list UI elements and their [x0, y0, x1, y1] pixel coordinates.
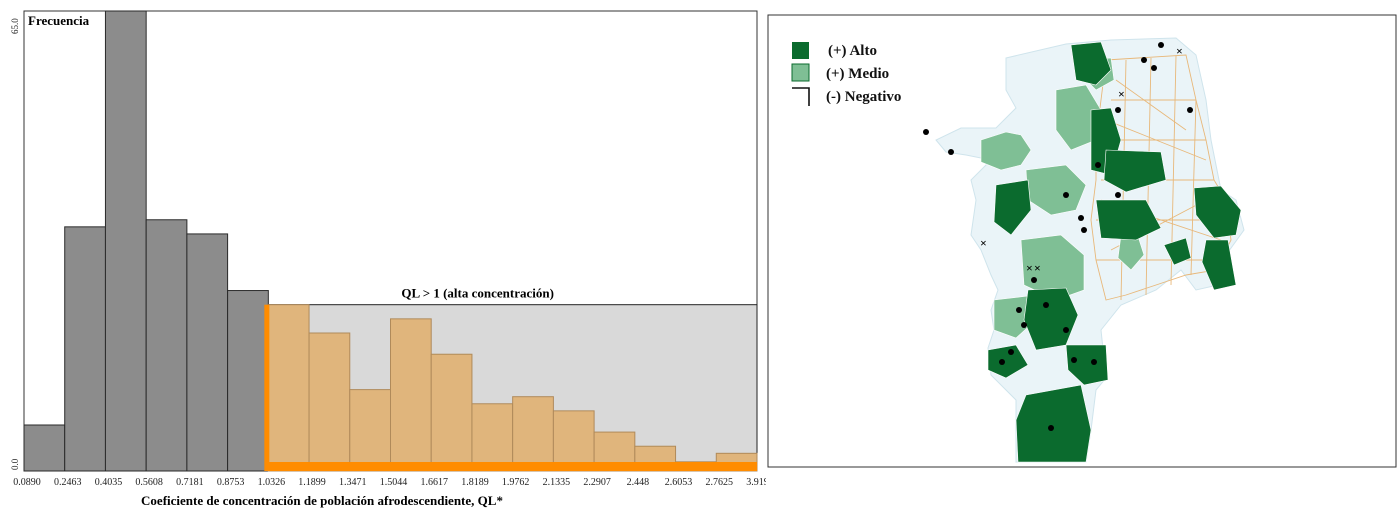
- x-tick-label: 2.6053: [665, 477, 693, 488]
- boundary-path: [1100, 79, 1222, 251]
- x-tick-label: 2.448: [627, 477, 650, 488]
- x-tick-label: 2.2907: [583, 477, 611, 488]
- histogram-bar: [267, 304, 310, 472]
- x-tick-label: 1.5044: [380, 477, 408, 488]
- x-tick-label: 3.9198: [746, 477, 766, 488]
- highlight-baseline: [268, 462, 757, 471]
- x-marker: ×: [1118, 87, 1125, 101]
- bars-group: [23, 10, 758, 472]
- point-marker: [1063, 327, 1069, 333]
- histogram-bar: [430, 353, 473, 472]
- histogram-bar: [186, 233, 229, 472]
- y-axis-title: Frecuencia: [28, 13, 90, 28]
- x-marker: ×: [1034, 261, 1041, 275]
- point-marker: [999, 359, 1005, 365]
- legend-label-medio: (+) Medio: [826, 66, 889, 82]
- histogram-chart: 0.0890 0.2463 0.4035 0.5608 0.7181 0.8753 1.03…: [10, 10, 774, 508]
- x-tick-label: 0.4035: [95, 477, 123, 488]
- histogram-bar: [471, 403, 514, 472]
- point-marker: [1091, 359, 1097, 365]
- point-marker: [1187, 107, 1193, 113]
- area-alto: [1193, 185, 1242, 239]
- point-marker: [1115, 192, 1121, 198]
- area-alto: [993, 179, 1032, 236]
- histogram-bar: [349, 389, 391, 472]
- histogram-panel: 0.0890 0.2463 0.4035 0.5608 0.7181 0.8753 1.03…: [10, 10, 774, 508]
- point-marker: [1031, 277, 1037, 283]
- choropleth-map: (+) Alto (+) Medio (-) Negativo: [767, 14, 1397, 468]
- point-marker: [1115, 107, 1121, 113]
- point-marker: [1078, 215, 1084, 221]
- legend-swatch-alto: [792, 42, 809, 59]
- x-tick-label: 1.6617: [420, 477, 448, 488]
- x-tick-label: 0.0890: [13, 477, 41, 488]
- x-tick-label: 2.7625: [706, 477, 734, 488]
- map-panel: (+) Alto (+) Medio (-) Negativo: [766, 0, 1400, 512]
- point-marker: [1081, 227, 1087, 233]
- point-marker: [1063, 192, 1069, 198]
- point-marker: [923, 129, 929, 135]
- point-marker: [1071, 357, 1077, 363]
- histogram-bar: [104, 10, 147, 472]
- histogram-bar: [512, 396, 554, 472]
- area-alto: [1163, 237, 1192, 266]
- x-tick-label: 1.0326: [258, 477, 286, 488]
- histogram-bar: [308, 332, 351, 472]
- x-tick-label: 1.3471: [339, 477, 367, 488]
- x-tick-labels: 0.0890 0.2463 0.4035 0.5608 0.7181 0.8753 1.03…: [13, 477, 774, 488]
- legend-swatch-negativo: [792, 87, 810, 106]
- x-tick-label: 1.1899: [298, 477, 326, 488]
- histogram-bar: [227, 290, 269, 472]
- area-alto: [987, 344, 1029, 379]
- y-tick-top: 65.0: [10, 18, 20, 34]
- x-tick-label: 0.5608: [135, 477, 163, 488]
- legend-label-alto: (+) Alto: [828, 43, 877, 59]
- point-marker: [1095, 162, 1101, 168]
- legend-swatch-medio: [791, 63, 810, 82]
- area-alto: [1095, 199, 1162, 241]
- point-marker: [948, 149, 954, 155]
- map-legend: (+) Alto (+) Medio (-) Negativo: [791, 42, 901, 106]
- point-marker: [1158, 42, 1164, 48]
- x-marker: ×: [1026, 261, 1033, 275]
- x-marker: ×: [1176, 44, 1183, 58]
- area-alto: [1065, 344, 1109, 386]
- point-marker: [1151, 65, 1157, 71]
- point-marker: [1016, 307, 1022, 313]
- area-alto: [1015, 384, 1092, 463]
- x-tick-label: 0.7181: [176, 477, 204, 488]
- point-marker: [1043, 302, 1049, 308]
- x-tick-label: 1.9762: [502, 477, 530, 488]
- histogram-bar: [145, 219, 188, 472]
- x-axis-title: Coeficiente de concentración de població…: [141, 493, 503, 508]
- histogram-bar: [552, 410, 595, 472]
- histogram-bar: [23, 424, 66, 472]
- histogram-bar: [64, 226, 106, 472]
- histogram-bar: [390, 318, 432, 472]
- point-marker: [1008, 349, 1014, 355]
- highlight-label: QL > 1 (alta concentración): [401, 286, 554, 301]
- highlight-edge: [264, 304, 270, 471]
- alto-areas: [987, 41, 1242, 463]
- point-markers: × × × × ×: [923, 42, 1193, 431]
- area-alto: [1103, 149, 1167, 193]
- point-marker: [1141, 57, 1147, 63]
- legend-label-negativo: (-) Negativo: [826, 89, 901, 105]
- area-medio: [980, 131, 1032, 171]
- x-tick-label: 0.2463: [54, 477, 82, 488]
- point-marker: [1021, 322, 1027, 328]
- x-tick-label: 0.8753: [217, 477, 245, 488]
- x-tick-label: 2.1335: [543, 477, 571, 488]
- y-tick-bottom: 0.0: [10, 458, 20, 470]
- x-tick-label: 1.8189: [461, 477, 489, 488]
- area-medio: [1020, 234, 1085, 301]
- area-alto: [1070, 41, 1112, 86]
- point-marker: [1048, 425, 1054, 431]
- area-alto: [1201, 239, 1237, 291]
- x-marker: ×: [980, 236, 987, 250]
